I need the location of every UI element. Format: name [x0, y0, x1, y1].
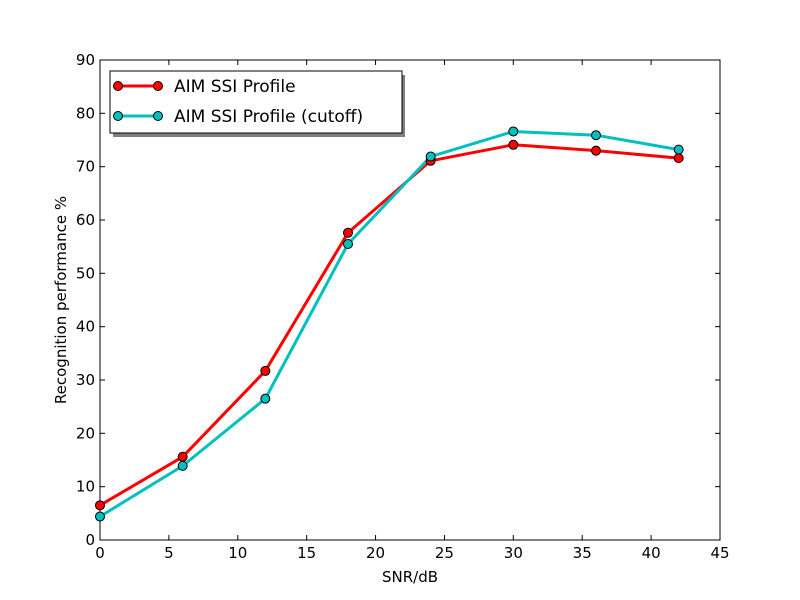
y-tick-label: 40 — [76, 318, 95, 336]
y-tick-label: 0 — [85, 531, 95, 549]
x-tick-label: 30 — [504, 544, 523, 562]
series-1-point — [95, 500, 105, 511]
legend-label-series-1: AIM SSI Profile — [174, 77, 296, 97]
series-2-point — [177, 460, 188, 471]
x-tick-label: 10 — [228, 544, 247, 562]
x-tick-label: 35 — [573, 544, 592, 562]
series-2-point — [673, 144, 684, 155]
y-tick-label: 10 — [76, 478, 95, 496]
legend-marker-series-2 — [113, 111, 123, 121]
series-2-point — [425, 151, 436, 162]
x-tick-label: 15 — [297, 544, 316, 562]
series-line-2 — [99, 129, 679, 518]
series-line-1 — [99, 143, 679, 507]
series-1-point — [508, 139, 519, 150]
x-axis-label: SNR/dB — [382, 568, 438, 586]
series-1-point — [343, 227, 353, 238]
series-2-point — [95, 511, 105, 522]
series-1-point — [591, 145, 601, 156]
x-tick-label: 0 — [95, 544, 105, 562]
x-tick-label: 45 — [710, 544, 729, 562]
x-tick-label: 20 — [366, 544, 385, 562]
series-1-point — [260, 365, 271, 376]
legend-label-series-2: AIM SSI Profile (cutoff) — [174, 107, 363, 127]
y-tick-label: 20 — [76, 424, 95, 442]
y-tick-label: 30 — [76, 371, 95, 389]
series-2-point — [343, 239, 353, 249]
series-2-point — [260, 393, 271, 404]
y-tick-label: 70 — [76, 158, 95, 176]
legend: AIM SSI Profile AIM SSI Profile (cutoff) — [109, 70, 405, 137]
x-tick-label: 5 — [164, 544, 174, 562]
series-1-point — [673, 153, 684, 164]
y-axis-label: Recognition performance % — [52, 196, 70, 404]
legend-marker-series-1 — [113, 81, 123, 91]
legend-marker-series-1 — [153, 81, 163, 91]
y-tick-label: 90 — [76, 51, 95, 69]
series-2-point — [508, 126, 519, 137]
legend-marker-series-2 — [153, 111, 163, 121]
y-tick-label: 50 — [76, 264, 95, 282]
x-tick-label: 40 — [642, 544, 661, 562]
series-2-point — [591, 130, 601, 141]
y-tick-label: 60 — [76, 211, 95, 229]
x-tick-label: 25 — [435, 544, 454, 562]
y-tick-label: 80 — [76, 104, 95, 122]
series-1-point — [177, 451, 188, 462]
